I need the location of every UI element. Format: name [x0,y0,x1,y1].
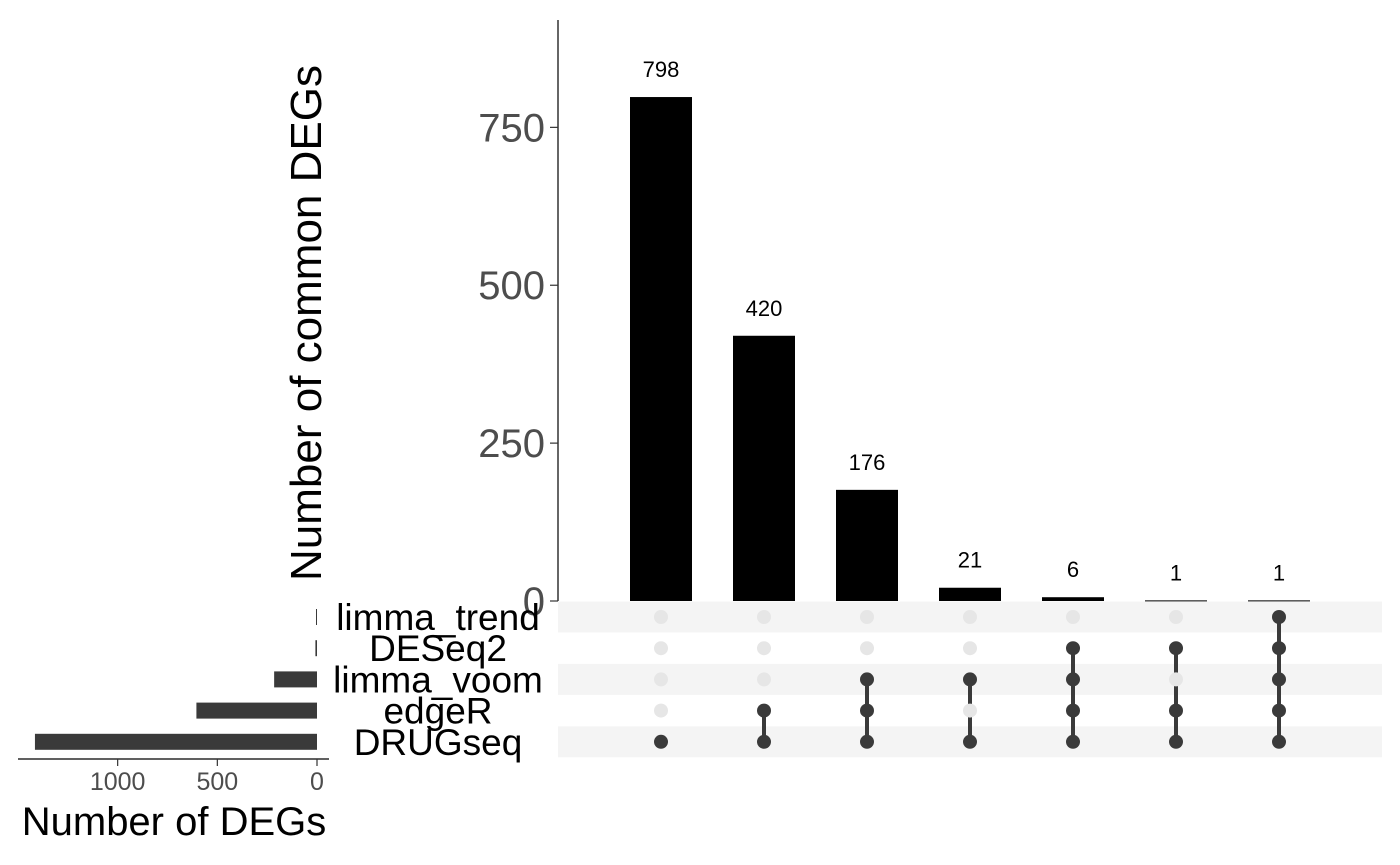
matrix-dot-inactive [654,672,668,687]
intersection-bar-label: 1 [1170,560,1182,585]
intersection-y-tick-label: 500 [478,264,545,308]
intersection-y-axis-title: Number of common DEGs [282,65,331,581]
set-label: limma_trend [336,597,540,638]
intersection-bars: 798 420 176 21 6 1 1 [630,57,1310,602]
intersection-y-tick-label: 0 [523,580,545,624]
intersection-bar-label: 420 [746,296,783,321]
matrix-dot-inactive [963,703,977,718]
intersection-matrix [654,610,1286,749]
set-label: DRUGseq [354,722,523,763]
set-size-x-tick-label: 1000 [90,768,146,796]
matrix-dot-active [1272,610,1286,624]
intersection-bar-label: 1 [1273,560,1285,585]
intersection-y-tick-label: 750 [478,106,545,150]
matrix-dot-active [757,703,771,718]
set-label: limma_voom [333,659,543,700]
matrix-dot-inactive [1066,610,1080,624]
intersection-bar [733,335,795,601]
matrix-dot-inactive [1169,672,1183,687]
matrix-dot-active [757,734,771,749]
matrix-dot-active [1272,734,1286,749]
matrix-dot-active [860,703,874,718]
set-size-bars [34,609,318,750]
matrix-dot-inactive [757,641,771,656]
matrix-dot-active [1066,734,1080,749]
set-size-bar [34,733,318,750]
set-size-bar [316,609,317,625]
intersection-bar [1248,600,1310,602]
intersection-bar [630,97,692,601]
matrix-dot-inactive [654,641,668,656]
set-size-x-tick-label: 0 [310,768,324,796]
intersection-bar [1145,600,1207,602]
matrix-dot-active [1066,641,1080,656]
matrix-dot-active [1169,703,1183,718]
set-label: edgeR [383,691,492,732]
matrix-dot-active [1272,703,1286,718]
matrix-dot-active [1066,703,1080,718]
intersection-y-axis: 0 250 500 750 [478,20,559,624]
matrix-dot-active [1272,672,1286,687]
matrix-dot-inactive [963,610,977,624]
set-size-x-tick-label: 500 [196,768,238,796]
matrix-dot-inactive [860,641,874,656]
intersection-bar [1042,597,1104,601]
intersection-bar [939,587,1001,601]
matrix-dot-active [860,672,874,687]
set-size-x-axis: 1000 500 0 [18,758,329,796]
matrix-dot-inactive [860,610,874,624]
set-size-bar [196,702,317,719]
matrix-dot-active [1169,734,1183,749]
set-size-bar [315,640,317,657]
intersection-bar-label: 176 [849,450,886,475]
intersection-bar-label: 21 [958,548,982,573]
intersection-bar [836,489,898,601]
matrix-dot-inactive [757,610,771,624]
matrix-dot-inactive [654,610,668,624]
matrix-dot-active [1066,672,1080,687]
matrix-dot-inactive [654,703,668,718]
intersection-bar-label: 6 [1067,557,1079,582]
matrix-dot-active [1169,641,1183,656]
matrix-dot-active [860,734,874,749]
matrix-dot-active [963,672,977,687]
intersection-bar-label: 798 [643,57,680,82]
set-size-bar [274,671,317,688]
matrix-dot-inactive [1169,610,1183,624]
matrix-dot-active [654,734,668,749]
matrix-dot-active [1272,641,1286,656]
set-size-x-axis-title: Number of DEGs [22,800,327,844]
set-label: DESeq2 [369,628,507,669]
matrix-dot-active [963,734,977,749]
matrix-dot-inactive [963,641,977,656]
intersection-y-tick-label: 250 [478,422,545,466]
matrix-dot-inactive [757,672,771,687]
